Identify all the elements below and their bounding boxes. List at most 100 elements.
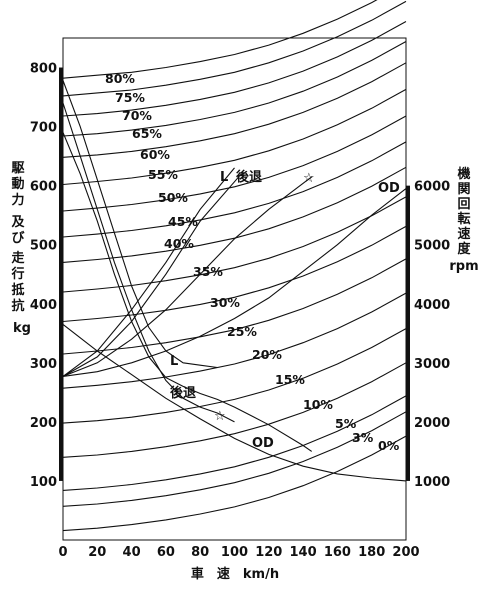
gradient-curve (62, 0, 407, 97)
x-tick-label: 40 (123, 545, 141, 560)
gradient-curve (62, 0, 378, 79)
x-tick-label: 200 (392, 545, 419, 560)
gradient-label: 50% (158, 190, 188, 205)
gradient-label: 5% (335, 416, 357, 431)
traction-curve (62, 323, 407, 482)
y-right-tick-label: 5000 (414, 239, 450, 254)
y-right-label-char: 速 (457, 226, 470, 242)
x-tick-label: 120 (255, 545, 282, 560)
annotation-od-mid: OD (252, 436, 274, 451)
gradient-label: 45% (168, 214, 198, 229)
y-left-label-char: 行 (10, 266, 24, 282)
y-right-label-char: 度 (457, 241, 471, 257)
y-left-label-char: 抗 (11, 298, 24, 314)
y-left-tick-label: 700 (30, 121, 57, 136)
y-left-tick-label: 200 (30, 416, 57, 431)
tick-labels: 0 20 40 60 80 100 120 140 160 180 200 100 200 300 400 5… (30, 62, 450, 560)
gradient-label: 55% (148, 167, 178, 182)
y-left-tick-label: 800 (30, 62, 57, 77)
annotation-star-mid: ☆ (214, 409, 226, 424)
gradient-label: 65% (132, 126, 162, 141)
gradient-curve (62, 395, 407, 491)
gradient-curve (62, 292, 407, 389)
gradient-curve (62, 41, 407, 137)
y-right-tick-label: 4000 (414, 298, 450, 313)
y-right-tick-label: 2000 (414, 416, 450, 431)
gradient-curve (62, 362, 407, 458)
gradient-label: 60% (140, 147, 170, 162)
right-axis-bar (406, 185, 410, 481)
engine-speed-curves (62, 167, 407, 377)
gradient-label: 10% (303, 397, 333, 412)
x-tick-label: 140 (290, 545, 317, 560)
gradient-curve (62, 115, 407, 212)
y-left-label-char: 走 (11, 250, 25, 266)
engine-speed-curve (62, 173, 242, 377)
y-left-label-char: 及 (11, 215, 25, 230)
engine-speed-curve (62, 176, 313, 377)
gradient-curve (62, 411, 407, 507)
x-tick-label: 0 (58, 545, 67, 560)
gradient-label: 0% (378, 438, 400, 453)
y-left-unit: kg (13, 321, 31, 336)
left-axis-bar (59, 67, 63, 481)
y-left-label-char: 動 (11, 176, 24, 192)
y-left-label-char: 抵 (11, 282, 24, 298)
x-tick-label: 100 (221, 545, 248, 560)
y-right-tick-label: 6000 (414, 180, 450, 195)
y-right-tick-label: 1000 (414, 475, 450, 490)
traction-curve (62, 102, 235, 423)
y-right-label-char: 機 (457, 166, 470, 182)
y-left-tick-label: 400 (30, 298, 57, 313)
y-right-label-char: 関 (457, 182, 470, 197)
gradient-label: 35% (193, 264, 223, 279)
gradient-curve (62, 62, 407, 158)
gradient-curve (62, 141, 407, 238)
gradient-curve (62, 435, 407, 532)
axes (59, 37, 410, 541)
y-left-tick-label: 500 (30, 239, 57, 254)
y-right-unit: rpm (449, 259, 478, 274)
traction-curve (62, 80, 218, 369)
gradient-label: 20% (252, 347, 282, 362)
gradient-curve (62, 225, 407, 323)
y-right-label-char: 回 (457, 197, 470, 212)
gradient-label: 30% (210, 295, 240, 310)
x-tick-label: 60 (157, 545, 175, 560)
annotation-reverse-top: 後退 (236, 169, 262, 185)
gradient-curve (62, 328, 407, 424)
gradient-label: 75% (115, 90, 145, 105)
gradient-curve (62, 21, 407, 117)
traction-curves (62, 80, 407, 482)
x-tick-label: 180 (358, 545, 385, 560)
annotation-L-mid: L (170, 354, 178, 369)
x-tick-label: 20 (88, 545, 106, 560)
gradient-curve (62, 88, 407, 186)
gradient-curve (62, 258, 407, 355)
gradient-label: 15% (275, 372, 305, 387)
gradient-label: 80% (105, 71, 135, 86)
y-right-label-char: 転 (457, 211, 470, 227)
y-left-label-char: 駆 (11, 161, 24, 176)
y-left-tick-label: 100 (30, 475, 57, 490)
annotation-star-top: ☆ (303, 171, 315, 186)
y-right-tick-label: 3000 (414, 357, 450, 372)
x-tick-label: 160 (324, 545, 351, 560)
engine-speed-curve (62, 188, 407, 377)
traction-curve (62, 132, 313, 452)
x-axis-label: 車 速 km/h (191, 566, 279, 582)
gradient-label: 40% (164, 236, 194, 251)
annotation-od-top: OD (378, 181, 400, 196)
y-left-tick-label: 300 (30, 357, 57, 372)
annotation-reverse-mid: 後退 (170, 385, 196, 401)
gradient-curves: 80% 75% 70% 65% 60% 55% 50% 45% 40% 35% 30% 25% 20% 1… (62, 0, 407, 532)
annotation-L-top: L (220, 170, 228, 185)
gradient-label: 25% (227, 324, 257, 339)
y-left-label-char: 力 (11, 192, 24, 208)
plot-frame (62, 37, 407, 541)
engine-speed-curve (62, 167, 235, 377)
y-left-tick-label: 600 (30, 180, 57, 195)
gradient-label: 3% (352, 430, 374, 445)
